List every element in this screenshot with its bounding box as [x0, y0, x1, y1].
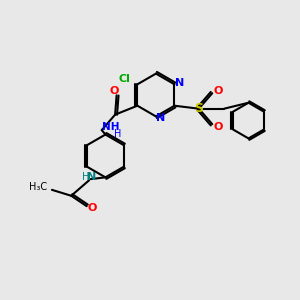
Text: O: O	[214, 122, 223, 131]
Text: H₃C: H₃C	[29, 182, 47, 192]
Text: O: O	[110, 86, 119, 96]
Text: O: O	[214, 86, 223, 96]
Text: S: S	[194, 102, 203, 115]
Text: H: H	[113, 129, 121, 139]
Text: N: N	[156, 113, 166, 123]
Text: H: H	[82, 172, 90, 182]
Text: N: N	[86, 172, 96, 182]
Text: O: O	[87, 203, 97, 213]
Text: Cl: Cl	[119, 74, 131, 84]
Text: NH: NH	[102, 122, 119, 132]
Text: N: N	[175, 78, 184, 88]
